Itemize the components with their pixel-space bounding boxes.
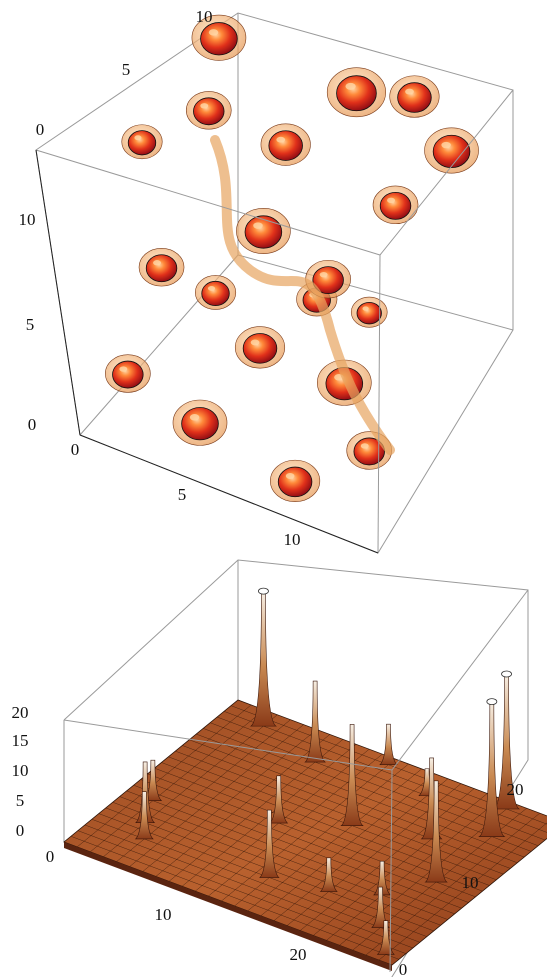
- contour-box-front: [35, 89, 514, 554]
- surface-y-tick-label: 20: [507, 780, 524, 799]
- contour-top-tick-label: 5: [122, 60, 131, 79]
- surface-peak: [319, 857, 338, 892]
- surface-mesh-line: [196, 733, 525, 858]
- surface-peak: [269, 775, 289, 824]
- surface-mesh-line: [155, 734, 330, 877]
- surface-mesh-line: [84, 824, 413, 949]
- surface-mesh-line: [378, 822, 547, 961]
- surface-peak: [373, 860, 392, 896]
- contour-blob: [185, 91, 232, 130]
- contour-tick-labels: 10 5 0 0 5 10 0 5 10: [19, 7, 301, 549]
- surface-peak: [249, 587, 278, 727]
- surface-mesh-line: [126, 790, 455, 915]
- surface-peak: [492, 670, 521, 810]
- surface-mesh-line: [147, 773, 476, 898]
- surface-mesh-line: [142, 729, 317, 872]
- surface-x-tick-label: 20: [290, 945, 307, 964]
- surface-mesh-line: [260, 773, 435, 916]
- surface-peak: [340, 724, 364, 826]
- surface-peak: [424, 780, 448, 883]
- contour-blob: [105, 354, 151, 393]
- contour-filament: [210, 135, 395, 455]
- surface-mesh-line: [234, 763, 409, 907]
- surface-z-tick-label: 20: [12, 703, 29, 722]
- contour-blob: [234, 326, 286, 369]
- surface-box-front: [63, 589, 529, 973]
- contour-blob: [260, 123, 311, 166]
- contour-blobs: [105, 14, 479, 503]
- contour-blob: [236, 208, 291, 254]
- contour-blob: [424, 127, 479, 174]
- surface-mesh-line: [140, 779, 469, 903]
- surface-plot: 0 5 10 15 20 0 10 20 0 10 20: [12, 559, 547, 977]
- surface-x-tick-label: 10: [155, 905, 172, 924]
- contour-blob: [389, 75, 440, 118]
- surface-y-tick-label: 10: [462, 873, 479, 892]
- surface-mesh-line: [77, 830, 407, 954]
- contour-blob: [194, 275, 237, 310]
- surface-peak: [259, 809, 280, 878]
- surface-mesh: [63, 699, 547, 971]
- surface-mesh-line: [247, 768, 422, 912]
- contour-blob: [121, 124, 163, 160]
- surface-mesh-line: [168, 739, 344, 882]
- surface-skirt: [64, 842, 392, 971]
- surface-mesh-line: [273, 778, 449, 921]
- contour-x-tick-label: 10: [284, 530, 301, 549]
- surface-z-tick-label: 5: [16, 791, 25, 810]
- surface-x-tick-label: 0: [46, 847, 55, 866]
- surface-mesh-line: [112, 802, 441, 926]
- surface-mesh-line: [103, 714, 278, 857]
- surface-peak: [379, 723, 398, 766]
- surface-mesh-line: [70, 836, 400, 960]
- surface-mesh-line: [365, 812, 540, 956]
- contour-blob: [172, 399, 228, 446]
- contour-blob: [350, 296, 388, 328]
- surface-mesh-line: [313, 793, 488, 936]
- surface-z-tick-label: 15: [12, 731, 29, 750]
- contour-plot: 10 5 0 0 5 10 0 5 10: [19, 7, 514, 554]
- contour-blob: [191, 14, 247, 61]
- surface-mesh-line: [210, 722, 539, 846]
- surface-mesh-line: [203, 728, 532, 852]
- contour-top-tick-label: 0: [36, 120, 45, 139]
- contour-axis-x: [79, 434, 379, 554]
- surface-y-tick-label: 0: [399, 960, 408, 977]
- surface-mesh-line: [300, 788, 475, 931]
- surface-mesh-line: [221, 758, 396, 902]
- contour-axis-z: [35, 149, 81, 436]
- contour-z-tick-label: 0: [28, 415, 37, 434]
- surface-z-tick-label: 0: [16, 821, 25, 840]
- surface-mesh-line: [133, 784, 462, 909]
- surface-peak: [304, 680, 327, 763]
- surface-mesh-line: [154, 767, 483, 892]
- surface-mesh-line: [182, 745, 511, 869]
- surface-mesh-line: [119, 796, 448, 920]
- surface-mesh-line: [326, 798, 501, 941]
- surface-mesh-line: [91, 819, 420, 943]
- contour-blob: [138, 248, 185, 287]
- surface-z-tick-label: 10: [12, 761, 29, 780]
- contour-blob: [372, 185, 419, 225]
- contour-x-tick-label: 0: [71, 440, 80, 459]
- contour-blob: [270, 459, 321, 503]
- contour-x-tick-label: 5: [178, 485, 187, 504]
- surface-mesh-line: [90, 709, 265, 853]
- surface-peak: [134, 791, 154, 840]
- contour-z-tick-label: 5: [26, 315, 35, 334]
- surface-mesh-line: [175, 750, 504, 875]
- surface-peak: [478, 698, 506, 837]
- surface-tick-labels: 0 5 10 15 20 0 10 20 0 10 20: [12, 703, 524, 977]
- contour-blob: [326, 67, 387, 118]
- contour-z-tick-label: 10: [19, 210, 36, 229]
- surface-mesh-line: [168, 756, 497, 881]
- surface-mesh-line: [129, 724, 304, 867]
- contour-top-tick-label: 10: [196, 7, 213, 26]
- surface-peaks: [134, 587, 521, 955]
- surface-mesh-line: [76, 704, 252, 848]
